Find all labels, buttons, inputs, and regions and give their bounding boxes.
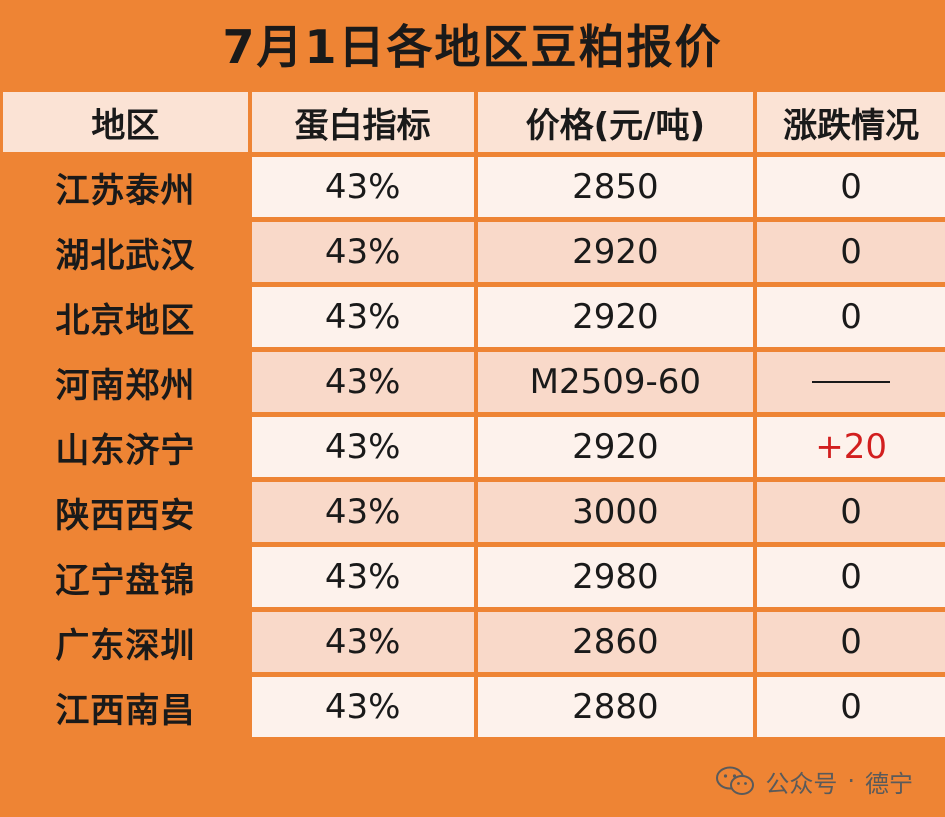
- change-cell-up: +20: [757, 417, 945, 477]
- change-cell: 0: [757, 612, 945, 672]
- price-cell: M2509-60: [477, 352, 754, 412]
- price-cell: 2920: [477, 417, 754, 477]
- protein-cell: 43%: [251, 482, 474, 542]
- watermark: 公众号 · 德宁: [0, 745, 945, 817]
- table-row: 广东深圳 43% 2860 0: [0, 612, 945, 672]
- header-change: 涨跌情况: [757, 92, 945, 152]
- price-cell: 3000: [477, 482, 754, 542]
- protein-cell: 43%: [251, 287, 474, 347]
- region-cell: 北京地区: [3, 287, 248, 347]
- change-cell: 0: [757, 677, 945, 737]
- change-cell: [757, 352, 945, 412]
- watermark-separator: ·: [847, 767, 855, 795]
- price-cell: 2920: [477, 222, 754, 282]
- header-protein: 蛋白指标: [251, 92, 474, 152]
- table-row: 江西南昌 43% 2880 0: [0, 677, 945, 737]
- region-cell: 陕西西安: [3, 482, 248, 542]
- region-cell: 江西南昌: [3, 677, 248, 737]
- price-cell: 2980: [477, 547, 754, 607]
- change-cell: 0: [757, 222, 945, 282]
- no-change-dash: [812, 381, 891, 383]
- protein-cell: 43%: [251, 612, 474, 672]
- page-title: 7月1日各地区豆粕报价: [222, 20, 723, 74]
- protein-cell: 43%: [251, 352, 474, 412]
- wechat-icon: [715, 765, 755, 797]
- price-cell: 2920: [477, 287, 754, 347]
- region-cell: 辽宁盘锦: [3, 547, 248, 607]
- protein-cell: 43%: [251, 157, 474, 217]
- header-region: 地区: [3, 92, 248, 152]
- region-cell: 湖北武汉: [3, 222, 248, 282]
- table-row: 北京地区 43% 2920 0: [0, 287, 945, 347]
- header-price: 价格(元/吨): [477, 92, 754, 152]
- price-cell: 2850: [477, 157, 754, 217]
- region-cell: 广东深圳: [3, 612, 248, 672]
- region-cell: 河南郑州: [3, 352, 248, 412]
- protein-cell: 43%: [251, 547, 474, 607]
- table-row: 湖北武汉 43% 2920 0: [0, 222, 945, 282]
- table-row: 辽宁盘锦 43% 2980 0: [0, 547, 945, 607]
- table-row: 陕西西安 43% 3000 0: [0, 482, 945, 542]
- protein-cell: 43%: [251, 222, 474, 282]
- change-cell: 0: [757, 482, 945, 542]
- price-table: 地区 蛋白指标 价格(元/吨) 涨跌情况 江苏泰州 43% 2850 0 湖北武…: [0, 92, 945, 742]
- price-cell: 2860: [477, 612, 754, 672]
- protein-cell: 43%: [251, 677, 474, 737]
- change-cell: 0: [757, 287, 945, 347]
- price-cell: 2880: [477, 677, 754, 737]
- protein-cell: 43%: [251, 417, 474, 477]
- watermark-account-type: 公众号: [765, 769, 838, 798]
- region-cell: 山东济宁: [3, 417, 248, 477]
- change-cell: 0: [757, 157, 945, 217]
- table-row: 河南郑州 43% M2509-60: [0, 352, 945, 412]
- table-header-row: 地区 蛋白指标 价格(元/吨) 涨跌情况: [0, 92, 945, 152]
- region-cell: 江苏泰州: [3, 157, 248, 217]
- table-row: 江苏泰州 43% 2850 0: [0, 157, 945, 217]
- table-row: 山东济宁 43% 2920 +20: [0, 417, 945, 477]
- change-cell: 0: [757, 547, 945, 607]
- watermark-account-name: 德宁: [865, 769, 913, 798]
